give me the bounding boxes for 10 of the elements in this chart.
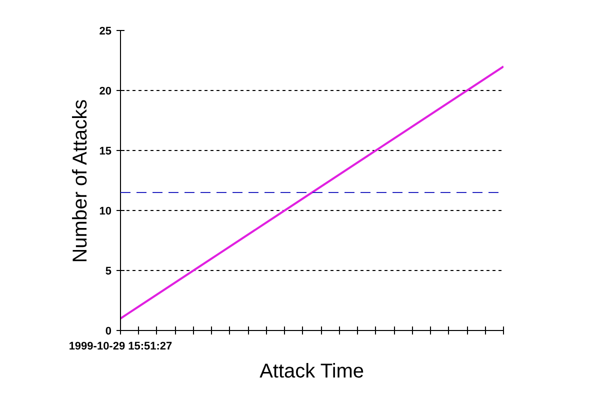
- y-axis-title: Number of Attacks: [69, 99, 92, 263]
- y-tick-label: 25: [99, 26, 112, 38]
- line-series: [120, 66, 504, 320]
- x-axis-title: Attack Time: [260, 360, 364, 382]
- y-tick-label: 15: [99, 146, 112, 158]
- y-tick-label: 10: [99, 206, 112, 218]
- x-tick-label: 1999-10-29 15:51:27: [68, 340, 172, 352]
- y-tick-label: 0: [105, 326, 112, 338]
- y-tick-label: 5: [105, 266, 112, 278]
- y-tick-label: 20: [99, 86, 112, 98]
